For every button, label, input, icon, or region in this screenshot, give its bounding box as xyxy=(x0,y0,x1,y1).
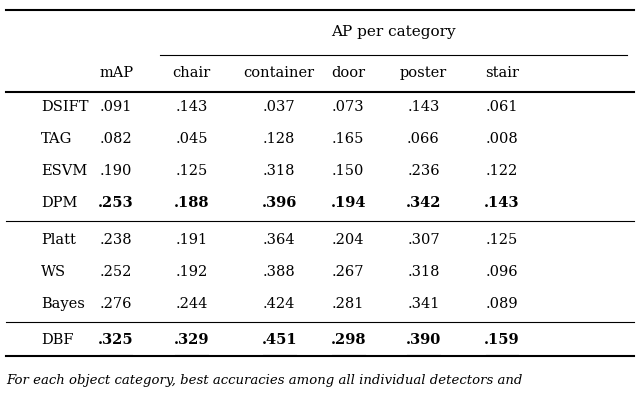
Text: .307: .307 xyxy=(407,233,440,247)
Text: .204: .204 xyxy=(332,233,364,247)
Text: .165: .165 xyxy=(332,132,364,146)
Text: .396: .396 xyxy=(262,196,297,210)
Text: DBF: DBF xyxy=(41,333,74,347)
Text: .082: .082 xyxy=(100,132,132,146)
Text: AP per category: AP per category xyxy=(332,25,456,39)
Text: .073: .073 xyxy=(332,100,365,114)
Text: .194: .194 xyxy=(330,196,366,210)
Text: .008: .008 xyxy=(486,132,518,146)
Text: .424: .424 xyxy=(263,297,296,310)
Text: .128: .128 xyxy=(263,132,296,146)
Text: .089: .089 xyxy=(486,297,518,310)
Text: Bayes: Bayes xyxy=(41,297,84,310)
Text: .191: .191 xyxy=(175,233,207,247)
Text: .388: .388 xyxy=(263,265,296,279)
Text: DPM: DPM xyxy=(41,196,77,210)
Text: .281: .281 xyxy=(332,297,364,310)
Text: .143: .143 xyxy=(484,196,520,210)
Text: .045: .045 xyxy=(175,132,207,146)
Text: chair: chair xyxy=(172,66,211,80)
Text: .143: .143 xyxy=(407,100,440,114)
Text: .364: .364 xyxy=(263,233,296,247)
Text: WS: WS xyxy=(41,265,66,279)
Text: .188: .188 xyxy=(173,196,209,210)
Text: .238: .238 xyxy=(100,233,132,247)
Text: .122: .122 xyxy=(486,164,518,178)
Text: .318: .318 xyxy=(263,164,296,178)
Text: .329: .329 xyxy=(173,333,209,347)
Text: .061: .061 xyxy=(486,100,518,114)
Text: .236: .236 xyxy=(407,164,440,178)
Text: .143: .143 xyxy=(175,100,207,114)
Text: TAG: TAG xyxy=(41,132,72,146)
Text: container: container xyxy=(244,66,315,80)
Text: stair: stair xyxy=(485,66,519,80)
Text: .267: .267 xyxy=(332,265,364,279)
Text: .091: .091 xyxy=(100,100,132,114)
Text: .125: .125 xyxy=(175,164,207,178)
Text: .252: .252 xyxy=(100,265,132,279)
Text: .096: .096 xyxy=(486,265,518,279)
Text: .037: .037 xyxy=(263,100,296,114)
Text: .066: .066 xyxy=(407,132,440,146)
Text: .341: .341 xyxy=(407,297,440,310)
Text: .318: .318 xyxy=(407,265,440,279)
Text: .192: .192 xyxy=(175,265,207,279)
Text: door: door xyxy=(331,66,365,80)
Text: DSIFT: DSIFT xyxy=(41,100,88,114)
Text: .150: .150 xyxy=(332,164,364,178)
Text: .390: .390 xyxy=(406,333,441,347)
Text: .342: .342 xyxy=(406,196,441,210)
Text: .253: .253 xyxy=(99,196,134,210)
Text: .190: .190 xyxy=(100,164,132,178)
Text: .276: .276 xyxy=(100,297,132,310)
Text: .125: .125 xyxy=(486,233,518,247)
Text: Platt: Platt xyxy=(41,233,76,247)
Text: .325: .325 xyxy=(99,333,134,347)
Text: For each object category, best accuracies among all individual detectors and: For each object category, best accuracie… xyxy=(6,374,523,387)
Text: ESVM: ESVM xyxy=(41,164,87,178)
Text: mAP: mAP xyxy=(99,66,133,80)
Text: .298: .298 xyxy=(330,333,366,347)
Text: .159: .159 xyxy=(484,333,520,347)
Text: .244: .244 xyxy=(175,297,207,310)
Text: poster: poster xyxy=(400,66,447,80)
Text: .451: .451 xyxy=(261,333,297,347)
